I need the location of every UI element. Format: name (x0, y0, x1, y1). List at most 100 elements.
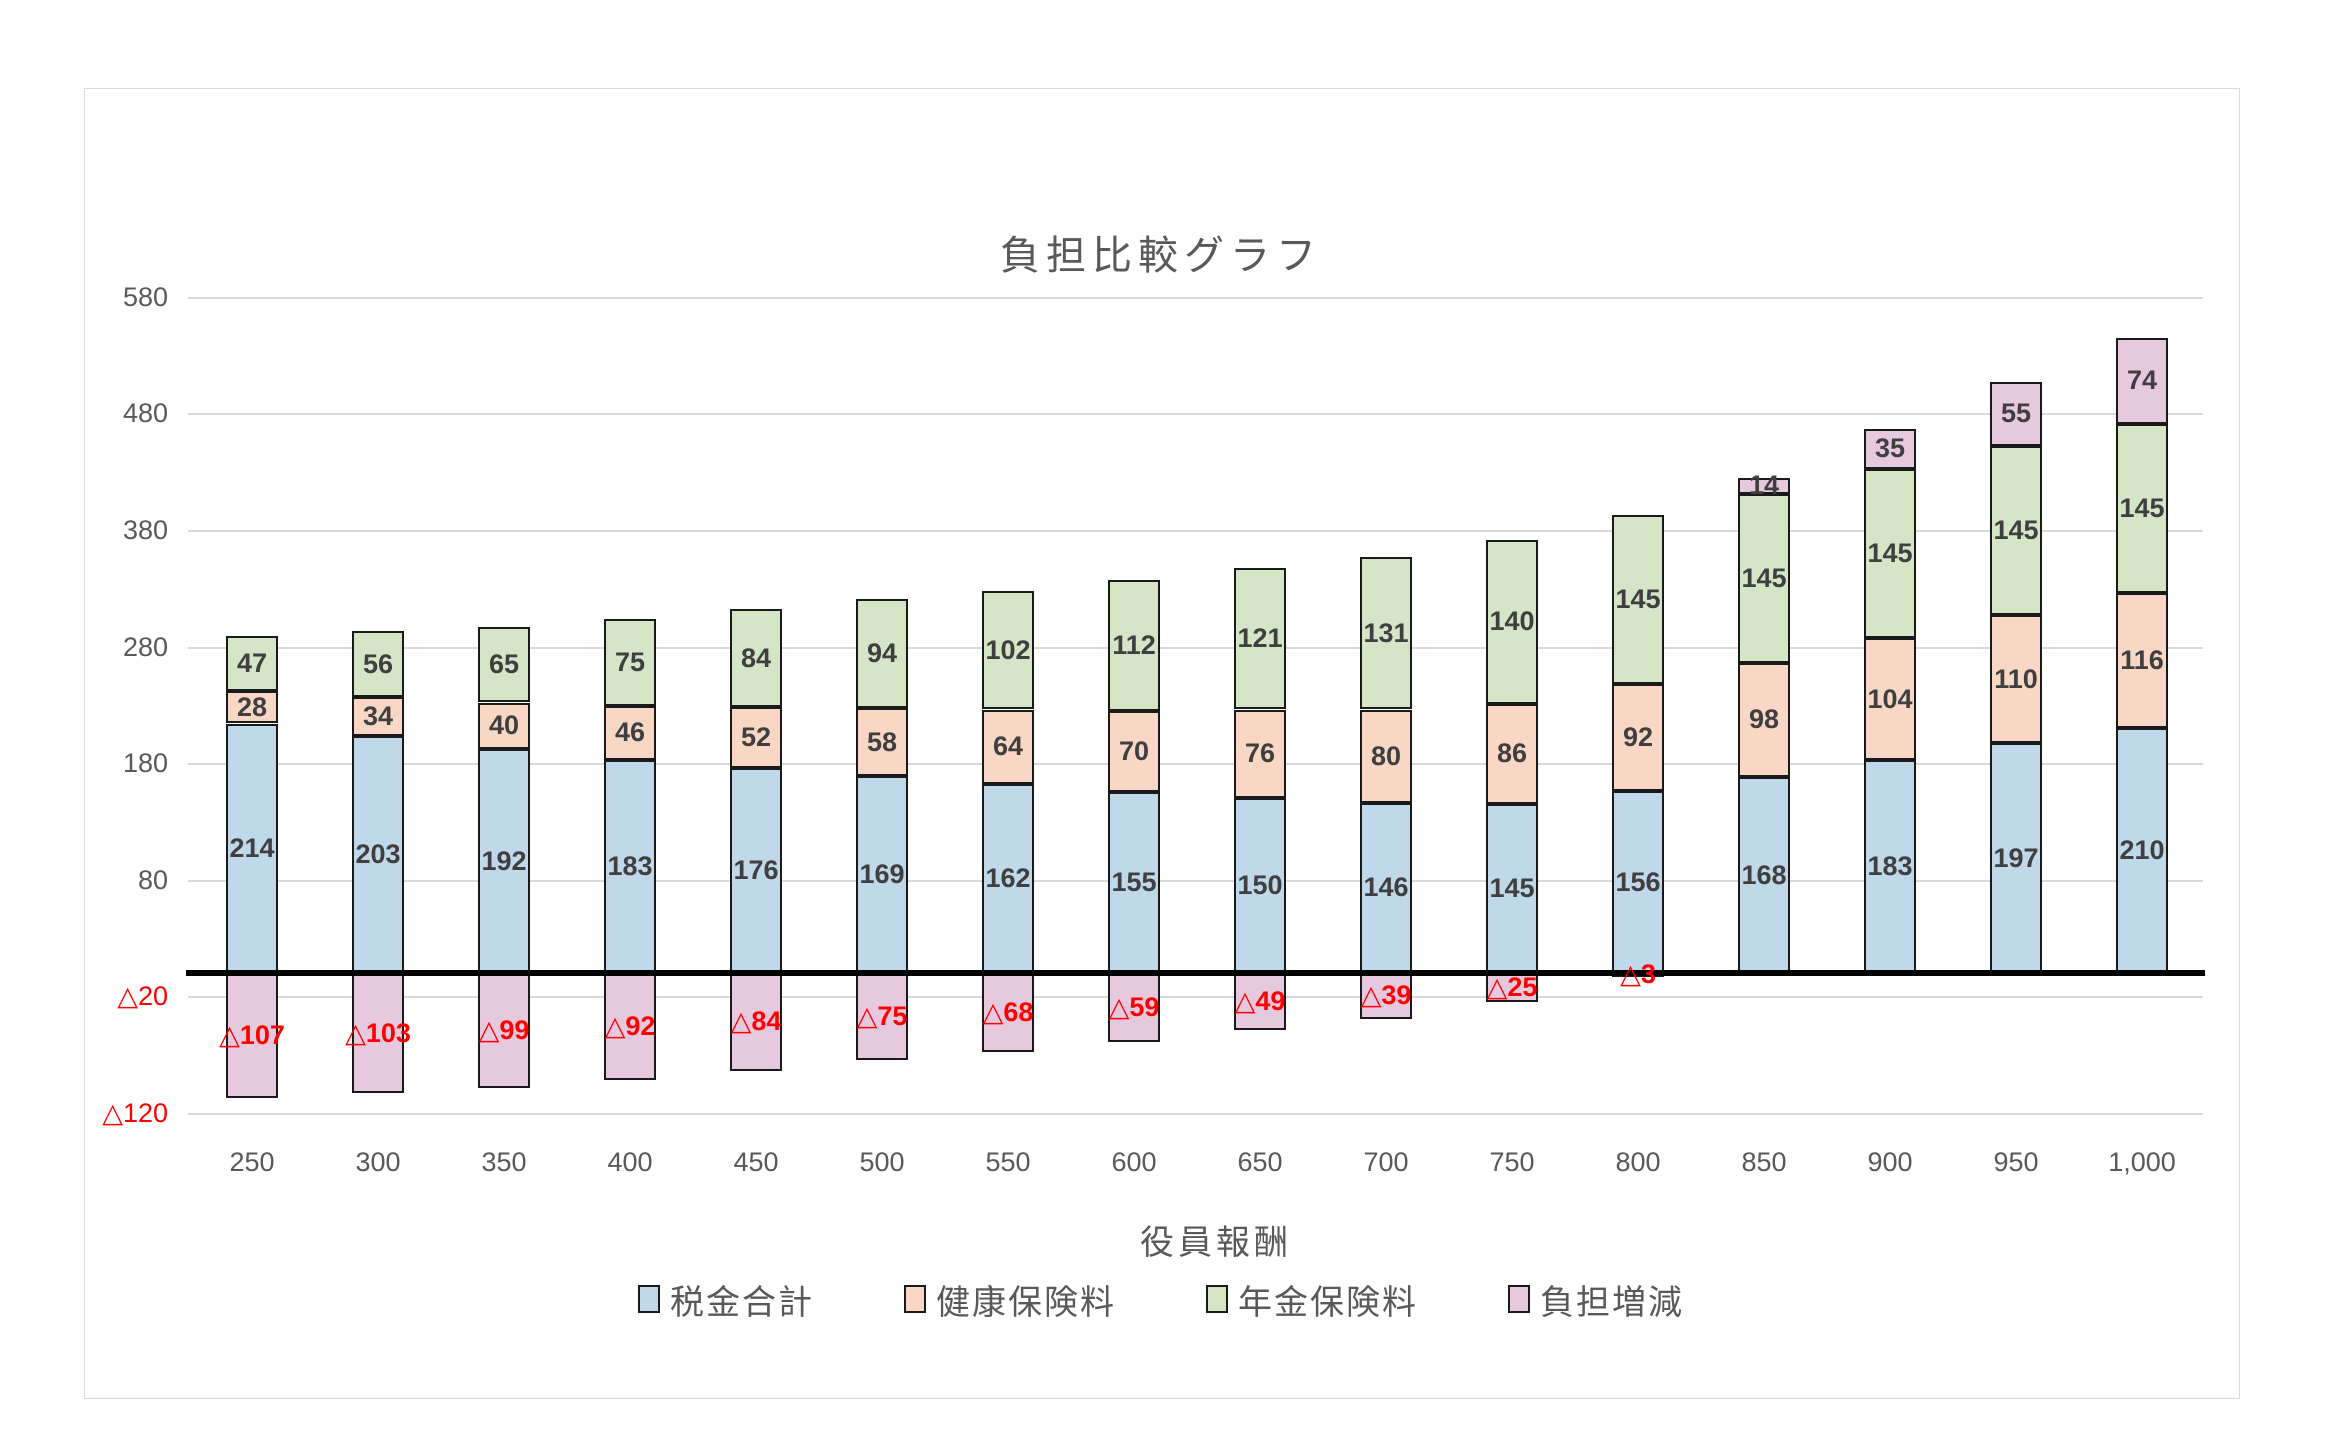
bar-segment-負担増減 (730, 973, 782, 1071)
bar-segment-label: △84 (730, 1006, 782, 1037)
bar-segment-負担増減 (352, 973, 404, 1094)
bar-segment-年金保険料 (1612, 514, 1664, 684)
chart-legend: 税金合計 健康保険料 年金保険料 負担増減 (84, 1276, 2238, 1322)
bar-segment-label: △39 (1360, 980, 1412, 1011)
bar-segment-年金保険料 (1864, 469, 1916, 639)
bar-segment-label: 162 (985, 863, 1031, 894)
bar-segment-税金合計 (226, 723, 278, 973)
chart-title: 負担比較グラフ (1000, 234, 1322, 278)
bar-segment-label: 131 (1363, 617, 1409, 648)
bar-segment-label: 156 (1615, 866, 1661, 897)
bar-segment-label: 102 (985, 634, 1031, 665)
bar-segment-label: 145 (1741, 562, 1787, 593)
bar-segment-label: 47 (236, 647, 268, 678)
bar-segment-label: 155 (1111, 867, 1157, 898)
y-axis-tick-label: 280 (122, 632, 168, 662)
bar-segment-label: 56 (362, 648, 394, 679)
bar-segment-label: 14 (1748, 470, 1780, 501)
bar-segment-label: 150 (1237, 870, 1283, 901)
bar-segment-負担増減 (1360, 973, 1412, 1019)
x-axis-tick-label: 650 (1237, 1147, 1283, 1177)
gridline (188, 880, 2203, 882)
legend-swatch-icon (1508, 1285, 1530, 1313)
bar-segment-健康保険料 (1864, 638, 1916, 760)
bar-segment-年金保険料 (730, 609, 782, 708)
bar-segment-年金保険料 (1108, 580, 1160, 711)
bar-segment-label: 98 (1748, 704, 1780, 735)
bar-segment-label: △75 (856, 1001, 908, 1032)
bar-segment-label: 203 (355, 839, 401, 870)
bar-segment-label: △25 (1486, 972, 1538, 1003)
bar-segment-label: 86 (1496, 738, 1528, 769)
x-axis-tick-label: 400 (607, 1147, 653, 1177)
bar-segment-年金保険料 (1360, 556, 1412, 710)
bar-segment-label: 197 (1993, 842, 2039, 873)
bar-segment-負担増減 (2116, 337, 2168, 424)
bar-segment-健康保険料 (478, 702, 530, 750)
legend-label: 年金保険料 (1238, 1283, 1418, 1322)
bar-segment-label: 168 (1741, 859, 1787, 890)
bar-segment-健康保険料 (1738, 662, 1790, 778)
bar-segment-label: 145 (1489, 872, 1535, 903)
bar-segment-label: 112 (1112, 629, 1156, 660)
bar-segment-label: 146 (1363, 872, 1409, 903)
bar-segment-健康保険料 (856, 708, 908, 776)
bar-segment-label: 176 (733, 854, 779, 885)
bar-segment-年金保険料 (856, 598, 908, 709)
bar-segment-健康保険料 (1612, 683, 1664, 792)
legend-swatch-icon (904, 1285, 926, 1313)
x-axis-title: 役員報酬 (1140, 1224, 1292, 1262)
bar-segment-label: 34 (362, 700, 394, 731)
bar-segment-label: 76 (1244, 738, 1276, 769)
bar-segment-健康保険料 (1486, 703, 1538, 804)
bar-segment-label: 192 (481, 845, 527, 876)
bar-segment-label: △103 (345, 1017, 411, 1048)
y-axis-tick-label: △20 (117, 981, 168, 1011)
bar-segment-負担増減 (604, 973, 656, 1081)
bar-segment-label: 80 (1370, 740, 1402, 771)
x-axis-tick-label: 1,000 (2108, 1147, 2176, 1177)
bar-segment-label: △68 (982, 997, 1034, 1028)
legend-label: 税金合計 (670, 1283, 814, 1322)
bar-segment-年金保険料 (2116, 423, 2168, 593)
bar-segment-税金合計 (1108, 792, 1160, 973)
bar-segment-label: 145 (1867, 538, 1913, 569)
x-axis-tick-label: 850 (1741, 1147, 1787, 1177)
bar-segment-健康保険料 (2116, 592, 2168, 729)
bar-segment-label: 140 (1489, 606, 1535, 637)
bar-segment-label: 104 (1867, 683, 1913, 714)
x-axis-tick-label: 900 (1867, 1147, 1913, 1177)
y-axis-tick-label: 380 (122, 515, 168, 545)
bar-segment-税金合計 (1738, 777, 1790, 973)
x-axis-tick-label: 750 (1489, 1147, 1535, 1177)
bar-segment-label: 28 (236, 691, 268, 722)
bar-segment-label: 121 (1237, 623, 1283, 654)
bar-segment-負担増減 (982, 973, 1034, 1053)
x-axis-tick-label: 300 (355, 1147, 401, 1177)
bar-segment-健康保険料 (982, 709, 1034, 785)
bar-segment-税金合計 (604, 759, 656, 973)
gridline (188, 1113, 2203, 1115)
bar-segment-健康保険料 (604, 706, 656, 760)
bar-segment-負担増減 (478, 973, 530, 1089)
gridline (188, 647, 2203, 649)
bar-segment-label: △107 (219, 1019, 285, 1050)
bar-segment-税金合計 (2116, 728, 2168, 973)
bar-segment-年金保険料 (1738, 493, 1790, 663)
legend-swatch-icon (638, 1285, 660, 1313)
bar-segment-健康保険料 (1234, 709, 1286, 799)
zero-baseline (186, 970, 2205, 976)
bar-segment-年金保険料 (478, 626, 530, 703)
bar-segment-label: 52 (740, 721, 772, 752)
bar-segment-label: 70 (1118, 735, 1150, 766)
y-axis-tick-label: △120 (102, 1098, 168, 1128)
bar-segment-label: 183 (607, 850, 653, 881)
bar-segment-税金合計 (982, 784, 1034, 973)
legend-label: 負担増減 (1540, 1283, 1684, 1322)
bar-segment-label: △49 (1234, 986, 1286, 1017)
bar-segment-健康保険料 (1360, 709, 1412, 803)
y-axis-tick-label: 480 (122, 398, 168, 428)
bar-segment-年金保険料 (1234, 568, 1286, 710)
bar-segment-label: 84 (740, 642, 772, 673)
